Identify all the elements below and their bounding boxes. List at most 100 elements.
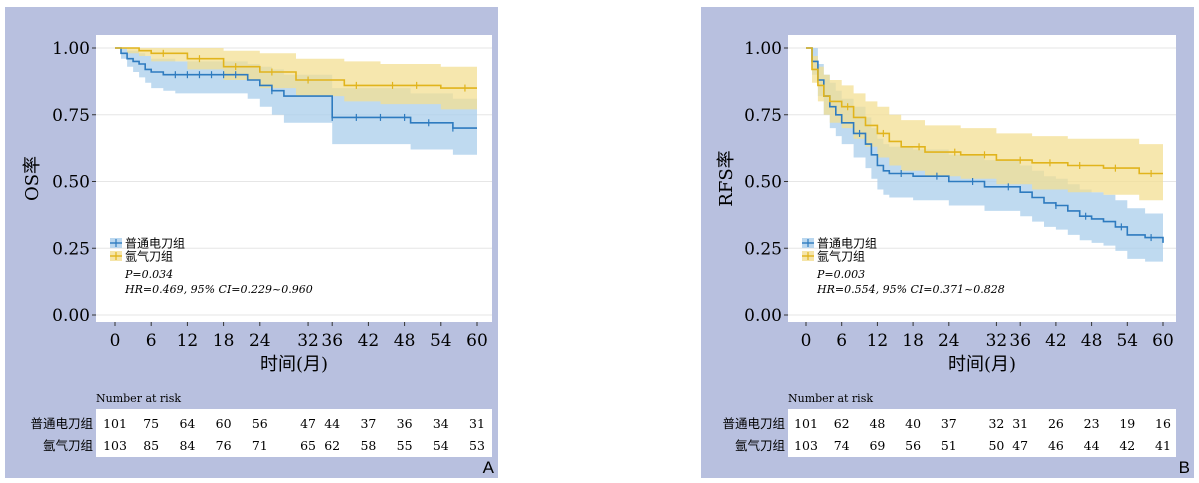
risk-count: 75 — [143, 416, 159, 431]
risk-count: 65 — [300, 438, 316, 453]
risk-count: 37 — [941, 416, 957, 431]
x-axis-title: 时间(月) — [948, 354, 1016, 375]
risk-table-title: Number at risk — [96, 392, 181, 405]
risk-count: 48 — [869, 416, 885, 431]
risk-table-bg — [96, 409, 492, 457]
y-tick-label: 1.00 — [52, 39, 90, 59]
x-tick-label: 0 — [110, 331, 121, 351]
x-tick-label: 12 — [177, 331, 199, 351]
risk-count: 47 — [1012, 438, 1028, 453]
y-tick-label: 0.00 — [744, 306, 782, 326]
risk-count: 44 — [1084, 438, 1100, 453]
y-tick-label: 0.50 — [52, 173, 90, 193]
risk-count: 32 — [988, 416, 1004, 431]
y-tick-label: 1.00 — [744, 39, 782, 59]
x-tick-label: 6 — [836, 331, 847, 351]
risk-count: 34 — [433, 416, 449, 431]
survival-curve — [806, 47, 1163, 175]
risk-count: 37 — [360, 416, 376, 431]
x-tick-label: 42 — [358, 331, 380, 351]
risk-count: 50 — [988, 438, 1004, 453]
x-tick-label: 32 — [297, 331, 319, 351]
risk-count: 58 — [360, 438, 376, 453]
y-tick-label: 0.25 — [744, 239, 782, 259]
risk-count: 46 — [1048, 438, 1064, 453]
x-tick-label: 24 — [249, 331, 271, 351]
risk-count: 40 — [905, 416, 921, 431]
x-axis-title: 时间(月) — [260, 354, 328, 375]
risk-count: 26 — [1048, 416, 1064, 431]
risk-row-label: 氩气刀组 — [43, 438, 93, 453]
risk-count: 31 — [1012, 416, 1028, 431]
x-tick-label: 36 — [321, 331, 343, 351]
risk-count: 55 — [397, 438, 413, 453]
risk-count: 84 — [179, 438, 195, 453]
x-tick-label: 54 — [1116, 331, 1138, 351]
risk-count: 85 — [143, 438, 159, 453]
risk-count: 101 — [103, 416, 127, 431]
x-tick-label: 48 — [1081, 331, 1103, 351]
risk-count: 101 — [794, 416, 818, 431]
panel-letter: A — [482, 458, 494, 477]
y-tick-label: 0.75 — [744, 106, 782, 126]
risk-count: 56 — [905, 438, 921, 453]
survival-curve — [806, 47, 1164, 243]
risk-count: 69 — [869, 438, 885, 453]
x-tick-label: 54 — [430, 331, 452, 351]
x-tick-label: 48 — [394, 331, 416, 351]
km-panel-a: 0.00 0.25 0.50 0.75 1.00 0 6 12 18 24 32 36 42 48 54 60… — [5, 7, 498, 478]
x-tick-label: 0 — [801, 331, 812, 351]
risk-count: 56 — [252, 416, 268, 431]
legend-label: 普通电刀组 — [817, 237, 877, 251]
hr-text: HR=0.469, 95% CI=0.229~0.960 — [124, 283, 313, 296]
x-tick-label: 12 — [867, 331, 889, 351]
risk-table-bg — [788, 409, 1176, 457]
risk-count: 62 — [834, 416, 850, 431]
y-tick-label: 0.75 — [52, 106, 90, 126]
risk-count: 64 — [179, 416, 195, 431]
y-axis-title: RFS率 — [716, 150, 737, 206]
rfs-survival-chart: 0.000.250.500.751.000 6 12 18 24 32 36 42 48 54 60… — [716, 35, 1176, 457]
risk-count: 44 — [324, 416, 340, 431]
risk-count: 62 — [324, 438, 340, 453]
risk-count: 31 — [469, 416, 485, 431]
risk-count: 103 — [794, 438, 818, 453]
risk-row-label: 氩气刀组 — [735, 438, 785, 453]
x-tick-label: 18 — [213, 331, 235, 351]
risk-count: 51 — [941, 438, 957, 453]
legend-label: 普通电刀组 — [125, 237, 185, 251]
risk-count: 47 — [300, 416, 316, 431]
km-panel-b: 0.00 0.25 0.50 0.75 1.00 0 6 12 18 24 32 36 42 48 54 60… — [701, 7, 1194, 478]
legend-label: 氩气刀组 — [817, 249, 865, 264]
p-value: P=0.003 — [816, 268, 865, 281]
risk-row-label: 普通电刀组 — [722, 416, 785, 431]
risk-count: 54 — [433, 438, 449, 453]
y-tick-label: 0.25 — [52, 239, 90, 259]
risk-row-label: 普通电刀组 — [30, 416, 93, 431]
risk-count: 36 — [397, 416, 413, 431]
risk-count: 53 — [469, 438, 485, 453]
risk-count: 60 — [216, 416, 232, 431]
risk-count: 103 — [103, 438, 127, 453]
y-tick-label: 0.50 — [744, 173, 782, 193]
panel-letter: B — [1178, 458, 1190, 477]
x-tick-label: 60 — [466, 331, 488, 351]
x-tick-label: 42 — [1045, 331, 1067, 351]
os-survival-chart: 0.000.250.500.751.000 6 12 18 24 32 36 42 48 54 60… — [22, 35, 492, 457]
x-tick-label: 24 — [938, 331, 960, 351]
hr-text: HR=0.554, 95% CI=0.371~0.828 — [816, 283, 1005, 296]
legend-label: 氩气刀组 — [125, 249, 173, 264]
risk-table-title: Number at risk — [788, 392, 873, 405]
risk-count: 23 — [1084, 416, 1100, 431]
x-tick-label: 32 — [986, 331, 1008, 351]
x-tick-label: 60 — [1152, 331, 1174, 351]
survival-curve — [115, 47, 477, 89]
risk-count: 42 — [1119, 438, 1135, 453]
y-axis-title: OS率 — [22, 156, 43, 201]
risk-count: 16 — [1155, 416, 1171, 431]
x-tick-label: 6 — [146, 331, 157, 351]
p-value: P=0.034 — [124, 268, 173, 281]
y-tick-label: 0.00 — [52, 306, 90, 326]
x-tick-label: 18 — [902, 331, 924, 351]
x-tick-label: 36 — [1009, 331, 1031, 351]
